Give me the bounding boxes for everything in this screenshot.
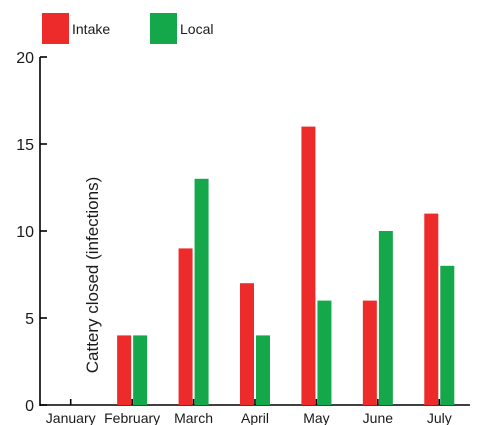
- y-tick-label: 15: [16, 137, 34, 154]
- bar-local-february: [133, 335, 148, 405]
- bar-intake-february: [117, 335, 132, 405]
- bar-intake-july: [424, 213, 439, 405]
- x-tick-label: May: [303, 410, 329, 425]
- y-tick-label: 20: [16, 50, 34, 67]
- legend: Intake Local: [42, 13, 213, 44]
- bar-local-june: [378, 231, 393, 405]
- x-tick-label: June: [363, 410, 394, 425]
- bar-local-may: [317, 300, 332, 405]
- bar-local-april: [256, 335, 270, 405]
- legend-label-intake: Intake: [72, 21, 110, 37]
- bar-local-july: [440, 265, 455, 405]
- bar-intake-june: [362, 300, 377, 405]
- bar-intake-may: [301, 126, 316, 405]
- x-axis: January February March April May June July: [40, 399, 470, 425]
- y-tick-label: 0: [25, 398, 34, 415]
- bars: [117, 126, 455, 405]
- bar-intake-april: [240, 283, 254, 405]
- bar-local-march: [194, 178, 209, 405]
- x-tick-label: April: [241, 410, 269, 425]
- legend-swatch-local: [150, 13, 177, 44]
- legend-label-local: Local: [180, 21, 213, 37]
- x-tick-label: January: [46, 410, 96, 425]
- x-tick-label: July: [427, 410, 452, 425]
- bar-intake-march: [178, 248, 193, 405]
- y-tick-label: 5: [25, 311, 34, 328]
- legend-swatch-intake: [42, 13, 69, 44]
- y-axis: 0 5 10 15 20: [16, 50, 47, 415]
- x-tick-label: February: [104, 410, 160, 425]
- y-tick-label: 10: [16, 224, 34, 241]
- x-tick-label: March: [174, 410, 213, 425]
- y-axis-title: Cattery closed (infections): [83, 177, 102, 374]
